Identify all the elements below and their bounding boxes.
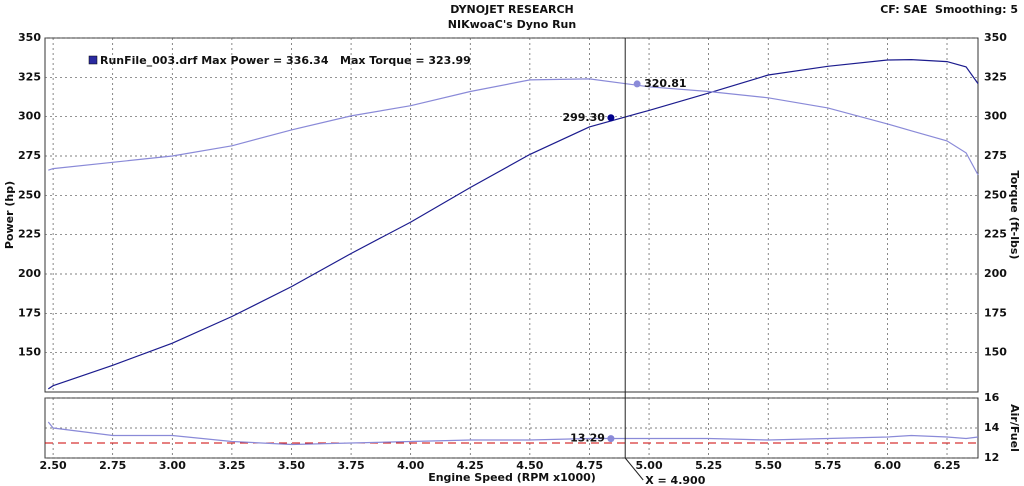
y2-axis-title: Air/Fuel bbox=[1008, 404, 1021, 452]
x-tick-label: 5.75 bbox=[814, 459, 841, 472]
y-tick-label: 200 bbox=[18, 267, 41, 280]
y-tick-label: 325 bbox=[18, 70, 41, 83]
marker bbox=[607, 435, 615, 443]
x-tick-label: 4.00 bbox=[397, 459, 424, 472]
legend-text: Max Torque = 323.99 bbox=[340, 54, 471, 67]
y-tick-label: 300 bbox=[18, 110, 41, 123]
x-tick-label: 2.75 bbox=[99, 459, 126, 472]
x-tick-label: 4.50 bbox=[516, 459, 543, 472]
y-axis-title: Power (hp) bbox=[3, 181, 16, 249]
x-tick-label: 3.25 bbox=[218, 459, 245, 472]
x-tick-label: 6.00 bbox=[874, 459, 901, 472]
x-axis-title: Engine Speed (RPM x1000) bbox=[428, 471, 596, 484]
marker-label: 320.81 bbox=[644, 77, 686, 90]
y2-tick-label: 250 bbox=[984, 188, 1007, 201]
cursor-pointer bbox=[624, 457, 644, 481]
y2-axis-title: Torque (ft-lbs) bbox=[1008, 171, 1021, 260]
series-line bbox=[48, 78, 979, 176]
x-tick-label: 2.50 bbox=[40, 459, 67, 472]
marker bbox=[607, 114, 615, 122]
y2-tick-label: 16 bbox=[984, 391, 1000, 404]
x-tick-label: 5.50 bbox=[755, 459, 782, 472]
y2-tick-label: 150 bbox=[984, 346, 1007, 359]
y2-tick-label: 350 bbox=[984, 31, 1007, 44]
x-tick-label: 6.25 bbox=[933, 459, 960, 472]
cursor-label: X = 4.900 bbox=[645, 474, 705, 486]
legend-text: RunFile_003.drf Max Power = 336.34 bbox=[100, 54, 329, 67]
settings-text: CF: SAE Smoothing: 5 bbox=[880, 3, 1018, 16]
y2-tick-label: 300 bbox=[984, 110, 1007, 123]
x-tick-label: 4.75 bbox=[576, 459, 603, 472]
y2-tick-label: 275 bbox=[984, 149, 1007, 162]
legend-icon bbox=[88, 55, 98, 65]
y2-tick-label: 325 bbox=[984, 70, 1007, 83]
x-tick-label: 3.75 bbox=[338, 459, 365, 472]
x-tick-label: 4.25 bbox=[457, 459, 484, 472]
y2-tick-label: 14 bbox=[984, 421, 1000, 434]
y2-tick-label: 12 bbox=[984, 451, 999, 464]
series-line bbox=[47, 58, 979, 390]
plot-area bbox=[44, 37, 979, 393]
y-tick-label: 250 bbox=[18, 188, 41, 201]
y-tick-label: 275 bbox=[18, 149, 41, 162]
series-line bbox=[47, 421, 979, 446]
marker bbox=[633, 80, 641, 88]
x-tick-label: 5.25 bbox=[695, 459, 722, 472]
y2-tick-label: 225 bbox=[984, 228, 1007, 241]
x-tick-label: 5.00 bbox=[635, 459, 662, 472]
marker-label: 13.29 bbox=[570, 432, 605, 445]
y-tick-label: 175 bbox=[18, 306, 41, 319]
chart-title: DYNOJET RESEARCH bbox=[450, 3, 573, 16]
y2-tick-label: 175 bbox=[984, 306, 1007, 319]
y2-tick-label: 200 bbox=[984, 267, 1007, 280]
y-tick-label: 150 bbox=[18, 346, 41, 359]
y-tick-label: 225 bbox=[18, 228, 41, 241]
marker-label: 299.30 bbox=[562, 111, 605, 124]
x-tick-label: 3.50 bbox=[278, 459, 305, 472]
x-tick-label: 3.00 bbox=[159, 459, 186, 472]
y-tick-label: 350 bbox=[18, 31, 41, 44]
chart-subtitle: NIKwoaC's Dyno Run bbox=[448, 18, 576, 31]
